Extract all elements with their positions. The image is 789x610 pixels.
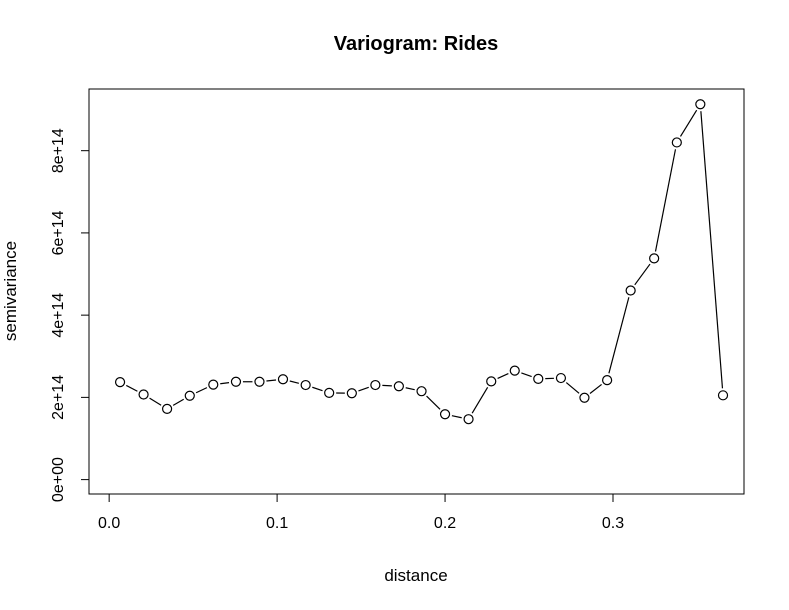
y-tick-label: 8e+14 bbox=[50, 128, 67, 173]
data-point bbox=[625, 285, 636, 296]
x-tick-label: 0.0 bbox=[98, 515, 120, 532]
chart-title: Variogram: Rides bbox=[334, 33, 499, 55]
data-point bbox=[300, 379, 311, 391]
data-point bbox=[486, 376, 497, 387]
data-point bbox=[416, 386, 427, 397]
series-segment bbox=[195, 387, 208, 394]
series-segment bbox=[608, 297, 630, 374]
data-point bbox=[277, 374, 289, 385]
series-segment bbox=[358, 386, 369, 392]
series-segment bbox=[266, 379, 277, 382]
data-point bbox=[114, 377, 126, 388]
data-point bbox=[463, 414, 474, 425]
series-segment bbox=[451, 415, 462, 419]
data-point bbox=[579, 392, 590, 403]
series-segment bbox=[565, 382, 580, 394]
x-tick-label: 0.1 bbox=[266, 515, 288, 532]
data-point bbox=[602, 375, 613, 386]
series-segment bbox=[589, 383, 602, 394]
series-segment bbox=[521, 372, 532, 378]
y-axis: 0e+00 2e+14 4e+14 6e+14 8e+14 bbox=[50, 128, 90, 502]
series-segment bbox=[312, 386, 323, 392]
data-point bbox=[509, 365, 520, 376]
series-segment bbox=[172, 398, 185, 406]
y-tick-label: 4e+14 bbox=[50, 293, 67, 338]
data-point bbox=[324, 387, 335, 398]
x-tick-label: 0.3 bbox=[602, 515, 624, 532]
data-point bbox=[393, 381, 404, 392]
series-segment bbox=[382, 384, 392, 387]
data-point bbox=[671, 137, 682, 148]
series-segment bbox=[289, 380, 300, 384]
data-point bbox=[717, 390, 729, 401]
data-point bbox=[555, 372, 567, 384]
data-point bbox=[208, 379, 219, 390]
series-segment bbox=[149, 397, 162, 406]
x-axis: 0.0 0.1 0.2 0.3 bbox=[98, 493, 624, 532]
y-tick-label: 2e+14 bbox=[50, 375, 67, 420]
data-point bbox=[161, 403, 173, 414]
data-point bbox=[439, 409, 451, 420]
series-segment bbox=[700, 111, 724, 389]
data-point bbox=[138, 389, 149, 400]
data-point bbox=[370, 379, 381, 391]
series-segment bbox=[471, 387, 489, 414]
series-segment bbox=[125, 384, 138, 392]
data-point bbox=[254, 376, 265, 387]
data-point bbox=[649, 253, 660, 264]
series-points bbox=[114, 99, 729, 425]
series-segment bbox=[634, 263, 651, 286]
x-axis-label: distance bbox=[384, 566, 447, 585]
data-point bbox=[533, 373, 544, 384]
series-segment bbox=[426, 395, 441, 410]
series-segment bbox=[405, 387, 415, 391]
series-segment bbox=[220, 382, 230, 385]
data-point bbox=[184, 390, 195, 401]
y-axis-label: semivariance bbox=[1, 241, 20, 341]
y-tick-label: 6e+14 bbox=[50, 210, 67, 255]
data-point bbox=[346, 388, 357, 399]
x-tick-label: 0.2 bbox=[434, 515, 456, 532]
series-segment bbox=[497, 373, 509, 379]
plot-frame bbox=[88, 88, 745, 495]
series-lines bbox=[125, 109, 724, 419]
y-tick-label: 0e+00 bbox=[50, 457, 67, 502]
data-point bbox=[695, 99, 706, 110]
series-segment bbox=[679, 109, 698, 137]
data-point bbox=[230, 376, 242, 387]
series-segment bbox=[654, 149, 677, 252]
